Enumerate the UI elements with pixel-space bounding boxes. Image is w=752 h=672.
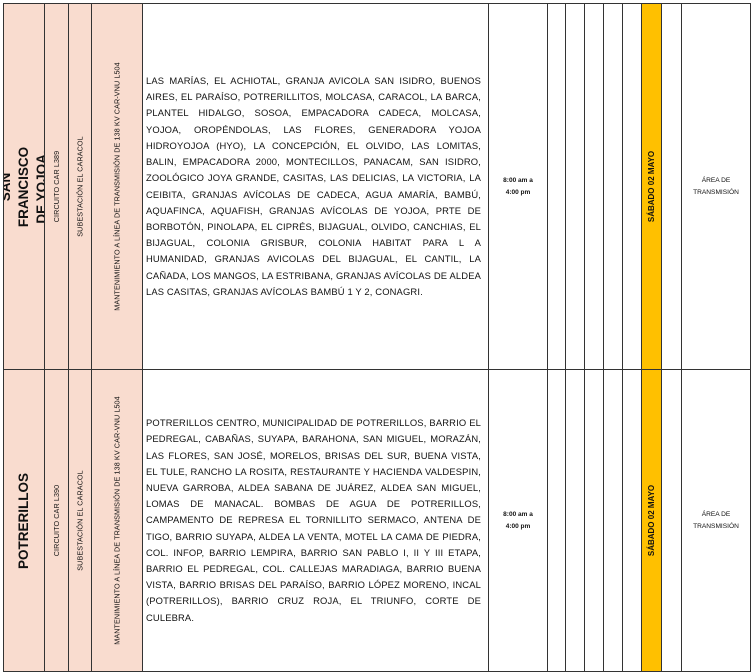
area-cell: ÁREA DE TRANSMISIÓN (681, 3, 751, 370)
subestacion-cell: SUBESTACIÓN EL CARACOL (68, 3, 92, 370)
empty-cell (547, 3, 566, 370)
fecha-cell: SÁBADO 02 MAYO (641, 3, 662, 370)
empty-cell (565, 369, 585, 672)
subestacion-cell: SUBESTACIÓN EL CARACOL (68, 369, 92, 672)
circuito-text: CIRCUITO CAR L389 (52, 150, 61, 223)
empty-cell (622, 369, 642, 672)
circuito-cell: CIRCUITO CAR L389 (44, 3, 69, 370)
sectores-text: LAS MARÍAS, EL ACHIOTAL, GRANJA AVICOLA … (146, 75, 481, 297)
circuito-text: CIRCUITO CAR L390 (52, 484, 61, 557)
trabajo-text: MANTENIMIENTO A LÍNEA DE TRANSMISIÓN DE … (112, 396, 122, 645)
trabajo-cell: MANTENIMIENTO A LÍNEA DE TRANSMISIÓN DE … (91, 3, 143, 370)
fecha-text: SÁBADO 02 MAYO (647, 484, 656, 557)
area-text: ÁREA DE TRANSMISIÓN (693, 510, 739, 530)
municipio-text: POTRERILLOS, SANTA CRUZ, SAN FRANCISCO D… (3, 146, 45, 227)
empty-cell (622, 3, 642, 370)
trabajo-cell: MANTENIMIENTO A LÍNEA DE TRANSMISIÓN DE … (91, 369, 143, 672)
empty-cell (603, 369, 623, 672)
area-cell: ÁREA DE TRANSMISIÓN (681, 369, 751, 672)
municipio-cell: POTRERILLOS, SANTA CRUZ, SAN FRANCISCO D… (3, 3, 45, 370)
empty-cell (584, 3, 604, 370)
subestacion-text: SUBESTACIÓN EL CARACOL (75, 470, 85, 571)
sectores-cell: POTRERILLOS CENTRO, MUNICIPALIDAD DE POT… (142, 369, 489, 672)
circuito-cell: CIRCUITO CAR L390 (44, 369, 69, 672)
empty-cell (661, 369, 682, 672)
empty-cell (661, 3, 682, 370)
empty-cell (565, 3, 585, 370)
fecha-cell: SÁBADO 02 MAYO (641, 369, 662, 672)
horario-text: 8:00 am a 4:00 pm (503, 176, 533, 196)
fecha-text: SÁBADO 02 MAYO (647, 150, 656, 223)
municipio-text: POTRERILLOS (16, 472, 32, 569)
empty-cell (603, 3, 623, 370)
sectores-text: POTRERILLOS CENTRO, MUNICIPALIDAD DE POT… (146, 417, 481, 623)
horario-text: 8:00 am a 4:00 pm (503, 510, 533, 530)
subestacion-text: SUBESTACIÓN EL CARACOL (75, 136, 85, 237)
area-text: ÁREA DE TRANSMISIÓN (693, 176, 739, 196)
empty-cell (584, 369, 604, 672)
empty-cell (547, 369, 566, 672)
trabajo-text: MANTENIMIENTO A LÍNEA DE TRANSMISIÓN DE … (112, 62, 122, 311)
horario-cell: 8:00 am a 4:00 pm (488, 369, 548, 672)
municipio-cell: POTRERILLOS (3, 369, 45, 672)
horario-cell: 8:00 am a 4:00 pm (488, 3, 548, 370)
sectores-cell: LAS MARÍAS, EL ACHIOTAL, GRANJA AVICOLA … (142, 3, 489, 370)
